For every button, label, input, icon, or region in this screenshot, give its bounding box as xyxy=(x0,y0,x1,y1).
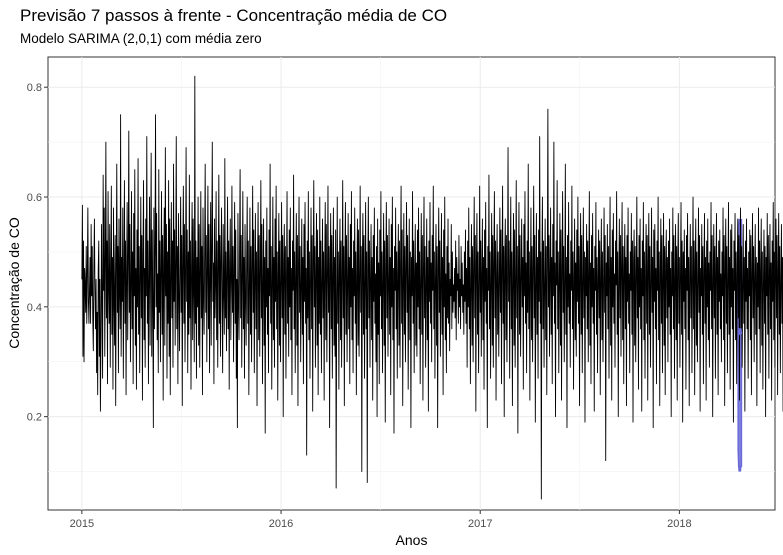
y-tick-label: 0.2 xyxy=(27,412,42,424)
y-axis-title: Concentração de CO xyxy=(6,217,22,349)
series-layer xyxy=(81,75,783,500)
x-tick-label: 2016 xyxy=(269,518,293,530)
chart-subtitle: Modelo SARIMA (2,0,1) com média zero xyxy=(20,31,262,46)
x-tick-label: 2017 xyxy=(468,518,492,530)
y-tick-label: 0.8 xyxy=(27,82,42,94)
x-tick-label: 2018 xyxy=(667,518,691,530)
chart-title: Previsão 7 passos à frente - Concentraçã… xyxy=(20,6,448,25)
x-axis: 2015 2016 2017 2018 xyxy=(70,510,692,530)
y-tick-label: 0.6 xyxy=(27,192,42,204)
forecast-line xyxy=(737,328,743,340)
y-tick-label: 0.4 xyxy=(27,302,42,314)
x-axis-title: Anos xyxy=(396,532,428,548)
x-tick-label: 2015 xyxy=(70,518,94,530)
y-axis: 0.2 0.4 0.6 0.8 xyxy=(27,82,48,424)
observed-series-line xyxy=(81,75,783,500)
